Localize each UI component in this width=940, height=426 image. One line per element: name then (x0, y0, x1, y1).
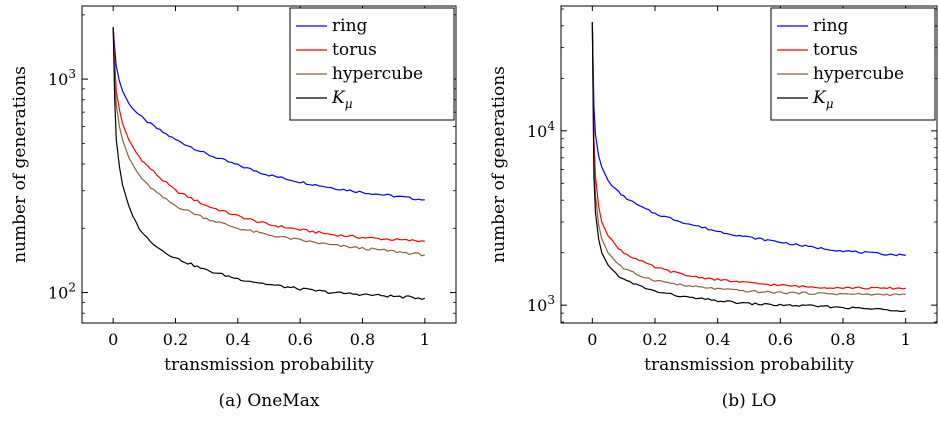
x-tick-label: 0.4 (705, 330, 730, 349)
legend: ring torus hypercube Kμ (770, 7, 936, 121)
panel-caption: (a) OneMax (219, 391, 320, 411)
x-tick-label: 1 (420, 330, 430, 349)
series-group (591, 22, 906, 313)
y-tick-label: 103 (48, 67, 76, 89)
x-tick-label: 0.2 (163, 330, 188, 349)
x-axis-label: transmission probability (164, 355, 374, 375)
x-tick-label: 0 (587, 330, 597, 349)
legend-label: torus (813, 40, 858, 60)
y-tick-label: 103 (527, 293, 555, 315)
series-line-k (112, 27, 426, 300)
y-axis-label: number of generations (489, 66, 509, 263)
x-tick-label: 0.4 (225, 330, 250, 349)
x-tick-label: 0.8 (830, 330, 855, 349)
series-line-ring (591, 22, 906, 257)
x-tick-label: 0.6 (768, 330, 793, 349)
y-tick-label: 102 (48, 281, 76, 303)
series-line-torus (591, 22, 906, 290)
panel-caption: (b) LO (722, 391, 777, 411)
x-tick-label: 0.2 (642, 330, 667, 349)
legend-label: hypercube (332, 64, 423, 84)
series-line-ring (112, 27, 425, 201)
legend-label: ring (332, 16, 368, 36)
y-axis-label: number of generations (10, 66, 30, 263)
x-tick-label: 0.8 (350, 330, 375, 349)
legend-label: hypercube (813, 64, 904, 84)
series-line-hypercube (112, 27, 425, 257)
series-group (112, 27, 426, 300)
series-line-hypercube (591, 22, 906, 297)
legend-label: ring (813, 16, 849, 36)
chart-panel-2: 0 0.2 0.4 0.6 0.8 1 103 104 transmission probabi… (489, 5, 938, 411)
series-line-torus (112, 27, 425, 243)
legend-box (770, 7, 936, 121)
chart-panel-1: 0 0.2 0.4 0.6 0.8 1 102 103 transmission probabi… (10, 5, 457, 411)
series-line-k (591, 22, 906, 313)
legend: ring torus hypercube Kμ (289, 7, 455, 121)
legend-label: Kμ (812, 88, 834, 111)
plot-frame (560, 5, 938, 324)
legend-label: Kμ (331, 88, 353, 111)
x-tick-label: 0.6 (287, 330, 312, 349)
x-axis-label: transmission probability (644, 355, 854, 375)
y-tick-label: 104 (527, 119, 555, 141)
plot-frame (81, 5, 457, 324)
legend-label: torus (332, 40, 377, 60)
x-tick-label: 0 (108, 330, 118, 349)
legend-box (289, 7, 455, 121)
x-tick-label: 1 (901, 330, 911, 349)
